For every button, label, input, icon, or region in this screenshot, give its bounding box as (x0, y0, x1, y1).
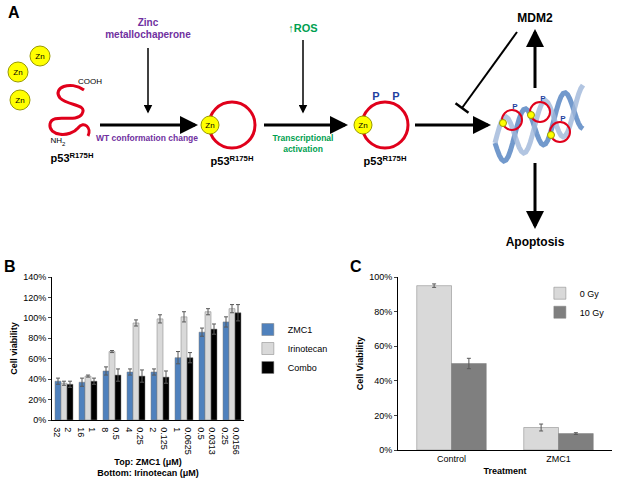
svg-text:P: P (540, 94, 546, 103)
svg-text:60%: 60% (374, 341, 392, 351)
svg-text:P: P (560, 114, 566, 123)
svg-text:Combo: Combo (288, 363, 317, 373)
svg-text:80%: 80% (28, 333, 46, 343)
svg-text:↑ROS: ↑ROS (288, 22, 317, 34)
svg-text:Zinc: Zinc (138, 17, 159, 28)
svg-text:0.03130.5: 0.03130.5 (196, 427, 218, 455)
svg-text:100%: 100% (369, 272, 392, 282)
svg-text:60%: 60% (28, 354, 46, 364)
svg-text:Top: ZMC1 (μM)Bottom: Irinotec: Top: ZMC1 (μM)Bottom: Irinotecan (μM) (97, 457, 199, 479)
svg-text:0.1252: 0.1252 (148, 427, 170, 450)
svg-text:Zn: Zn (205, 121, 214, 130)
svg-text:P: P (372, 90, 379, 102)
svg-text:Irinotecan: Irinotecan (288, 344, 328, 354)
html-text:C: C (350, 258, 362, 275)
svg-text:COOH: COOH (78, 77, 102, 86)
svg-text:0 Gy: 0 Gy (580, 289, 600, 299)
svg-text:0%: 0% (379, 445, 392, 455)
svg-text:40%: 40% (28, 374, 46, 384)
svg-text:80%: 80% (374, 307, 392, 317)
svg-text:0.254: 0.254 (124, 427, 146, 445)
svg-text:Zn: Zn (35, 52, 44, 61)
svg-text:P: P (512, 102, 518, 111)
svg-text:P: P (392, 90, 399, 102)
svg-text:140%: 140% (23, 272, 46, 282)
svg-text:116: 116 (76, 427, 98, 437)
svg-text:Zn: Zn (15, 96, 24, 105)
svg-text:0.58: 0.58 (100, 427, 122, 440)
svg-text:ZMC1: ZMC1 (546, 454, 571, 464)
svg-text:Transcriptional: Transcriptional (273, 133, 334, 143)
svg-text:ZMC1: ZMC1 (288, 325, 313, 335)
svg-text:0%: 0% (33, 415, 46, 425)
svg-text:p53R175H: p53R175H (211, 154, 254, 168)
svg-text:100%: 100% (23, 313, 46, 323)
svg-text:Zn: Zn (358, 121, 367, 130)
svg-text:40%: 40% (374, 376, 392, 386)
svg-text:Cell Viability: Cell Viability (355, 337, 365, 390)
svg-text:activation: activation (283, 144, 323, 154)
svg-text:NH2: NH2 (51, 136, 67, 147)
svg-text:20%: 20% (28, 395, 46, 405)
svg-text:0.01560.25: 0.01560.25 (220, 427, 242, 455)
svg-text:Treatment: Treatment (483, 466, 526, 476)
svg-text:metallochaperone: metallochaperone (105, 29, 191, 40)
svg-text:Apoptosis: Apoptosis (506, 235, 565, 249)
svg-text:WT conformation change: WT conformation change (96, 133, 198, 143)
svg-text:Cell viability: Cell viability (9, 322, 19, 375)
html-text:B: B (4, 258, 16, 275)
svg-text:Zn: Zn (13, 68, 22, 77)
svg-text:p53R175H: p53R175H (51, 151, 94, 165)
svg-text:232: 232 (52, 427, 74, 437)
svg-text:p53R175H: p53R175H (364, 154, 407, 168)
svg-text:10 Gy: 10 Gy (580, 308, 605, 318)
svg-text:0.06251: 0.06251 (172, 427, 194, 455)
svg-text:A: A (8, 4, 20, 21)
svg-text:20%: 20% (374, 411, 392, 421)
svg-text:120%: 120% (23, 293, 46, 303)
svg-text:Control: Control (437, 454, 466, 464)
svg-text:MDM2: MDM2 (517, 11, 553, 25)
